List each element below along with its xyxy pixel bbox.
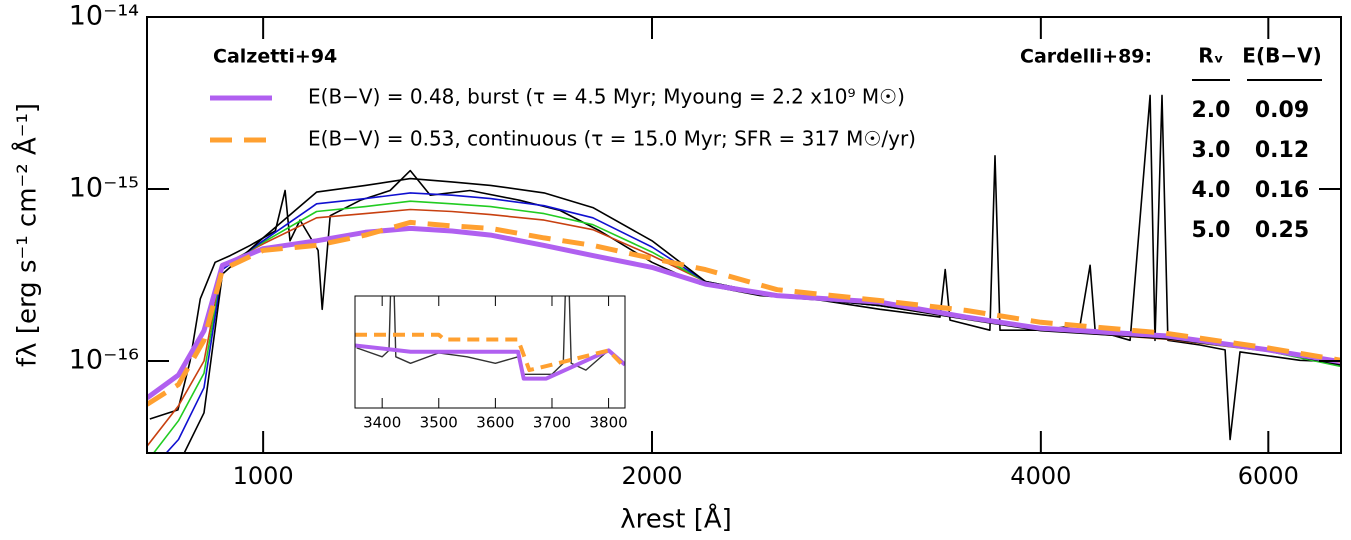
legend-label: E(B−V) = 0.53, continuous (τ = 15.0 Myr;… xyxy=(308,127,916,151)
plot-frame xyxy=(354,295,626,409)
y-tick-label: 10⁻¹⁶ xyxy=(69,345,139,376)
x-tick-label: 3600 xyxy=(476,414,514,432)
x-tick-label: 2000 xyxy=(621,462,682,490)
series-line xyxy=(355,343,625,381)
series-line xyxy=(147,225,1341,401)
table-rv: 4.0 xyxy=(1192,178,1231,203)
plot-frame xyxy=(146,16,1342,454)
table-ebv: 0.16 xyxy=(1255,178,1309,203)
x-tick-label: 3400 xyxy=(363,414,401,432)
table-rv: 5.0 xyxy=(1192,218,1231,243)
plot-area xyxy=(355,296,625,381)
series-line xyxy=(183,177,1341,453)
series-line xyxy=(147,208,1341,447)
x-axis-label: λrest [Å] xyxy=(620,503,732,535)
x-tick-label: 6000 xyxy=(1238,462,1299,490)
table-ebv: 0.12 xyxy=(1255,138,1309,163)
x-tick-label: 3800 xyxy=(589,414,627,432)
plot-area xyxy=(147,94,1341,453)
y-tick-label: 10⁻¹⁴ xyxy=(69,1,139,32)
table-title: Cardelli+89: xyxy=(1020,46,1152,68)
x-tick-label: 4000 xyxy=(1010,462,1071,490)
legend-title: Calzetti+94 xyxy=(213,46,337,68)
table-header: E(B−V) xyxy=(1242,44,1321,68)
y-axis-label: fλ [erg s⁻¹ cm⁻² Å⁻¹] xyxy=(11,103,43,367)
x-tick-label: 3700 xyxy=(533,414,571,432)
table-ebv: 0.09 xyxy=(1255,98,1309,123)
legend-label: E(B−V) = 0.48, burst (τ = 4.5 Myr; Myoun… xyxy=(308,85,905,109)
y-tick-label: 10⁻¹⁵ xyxy=(69,173,139,204)
x-tick-label: 1000 xyxy=(233,462,294,490)
series-line xyxy=(355,332,625,373)
table-ebv: 0.25 xyxy=(1255,218,1309,243)
table-rv: 2.0 xyxy=(1192,98,1231,123)
x-tick-label: 3500 xyxy=(420,414,458,432)
series-line xyxy=(147,219,1341,407)
table-rv: 3.0 xyxy=(1192,138,1231,163)
table-header: Rᵥ xyxy=(1198,44,1223,68)
